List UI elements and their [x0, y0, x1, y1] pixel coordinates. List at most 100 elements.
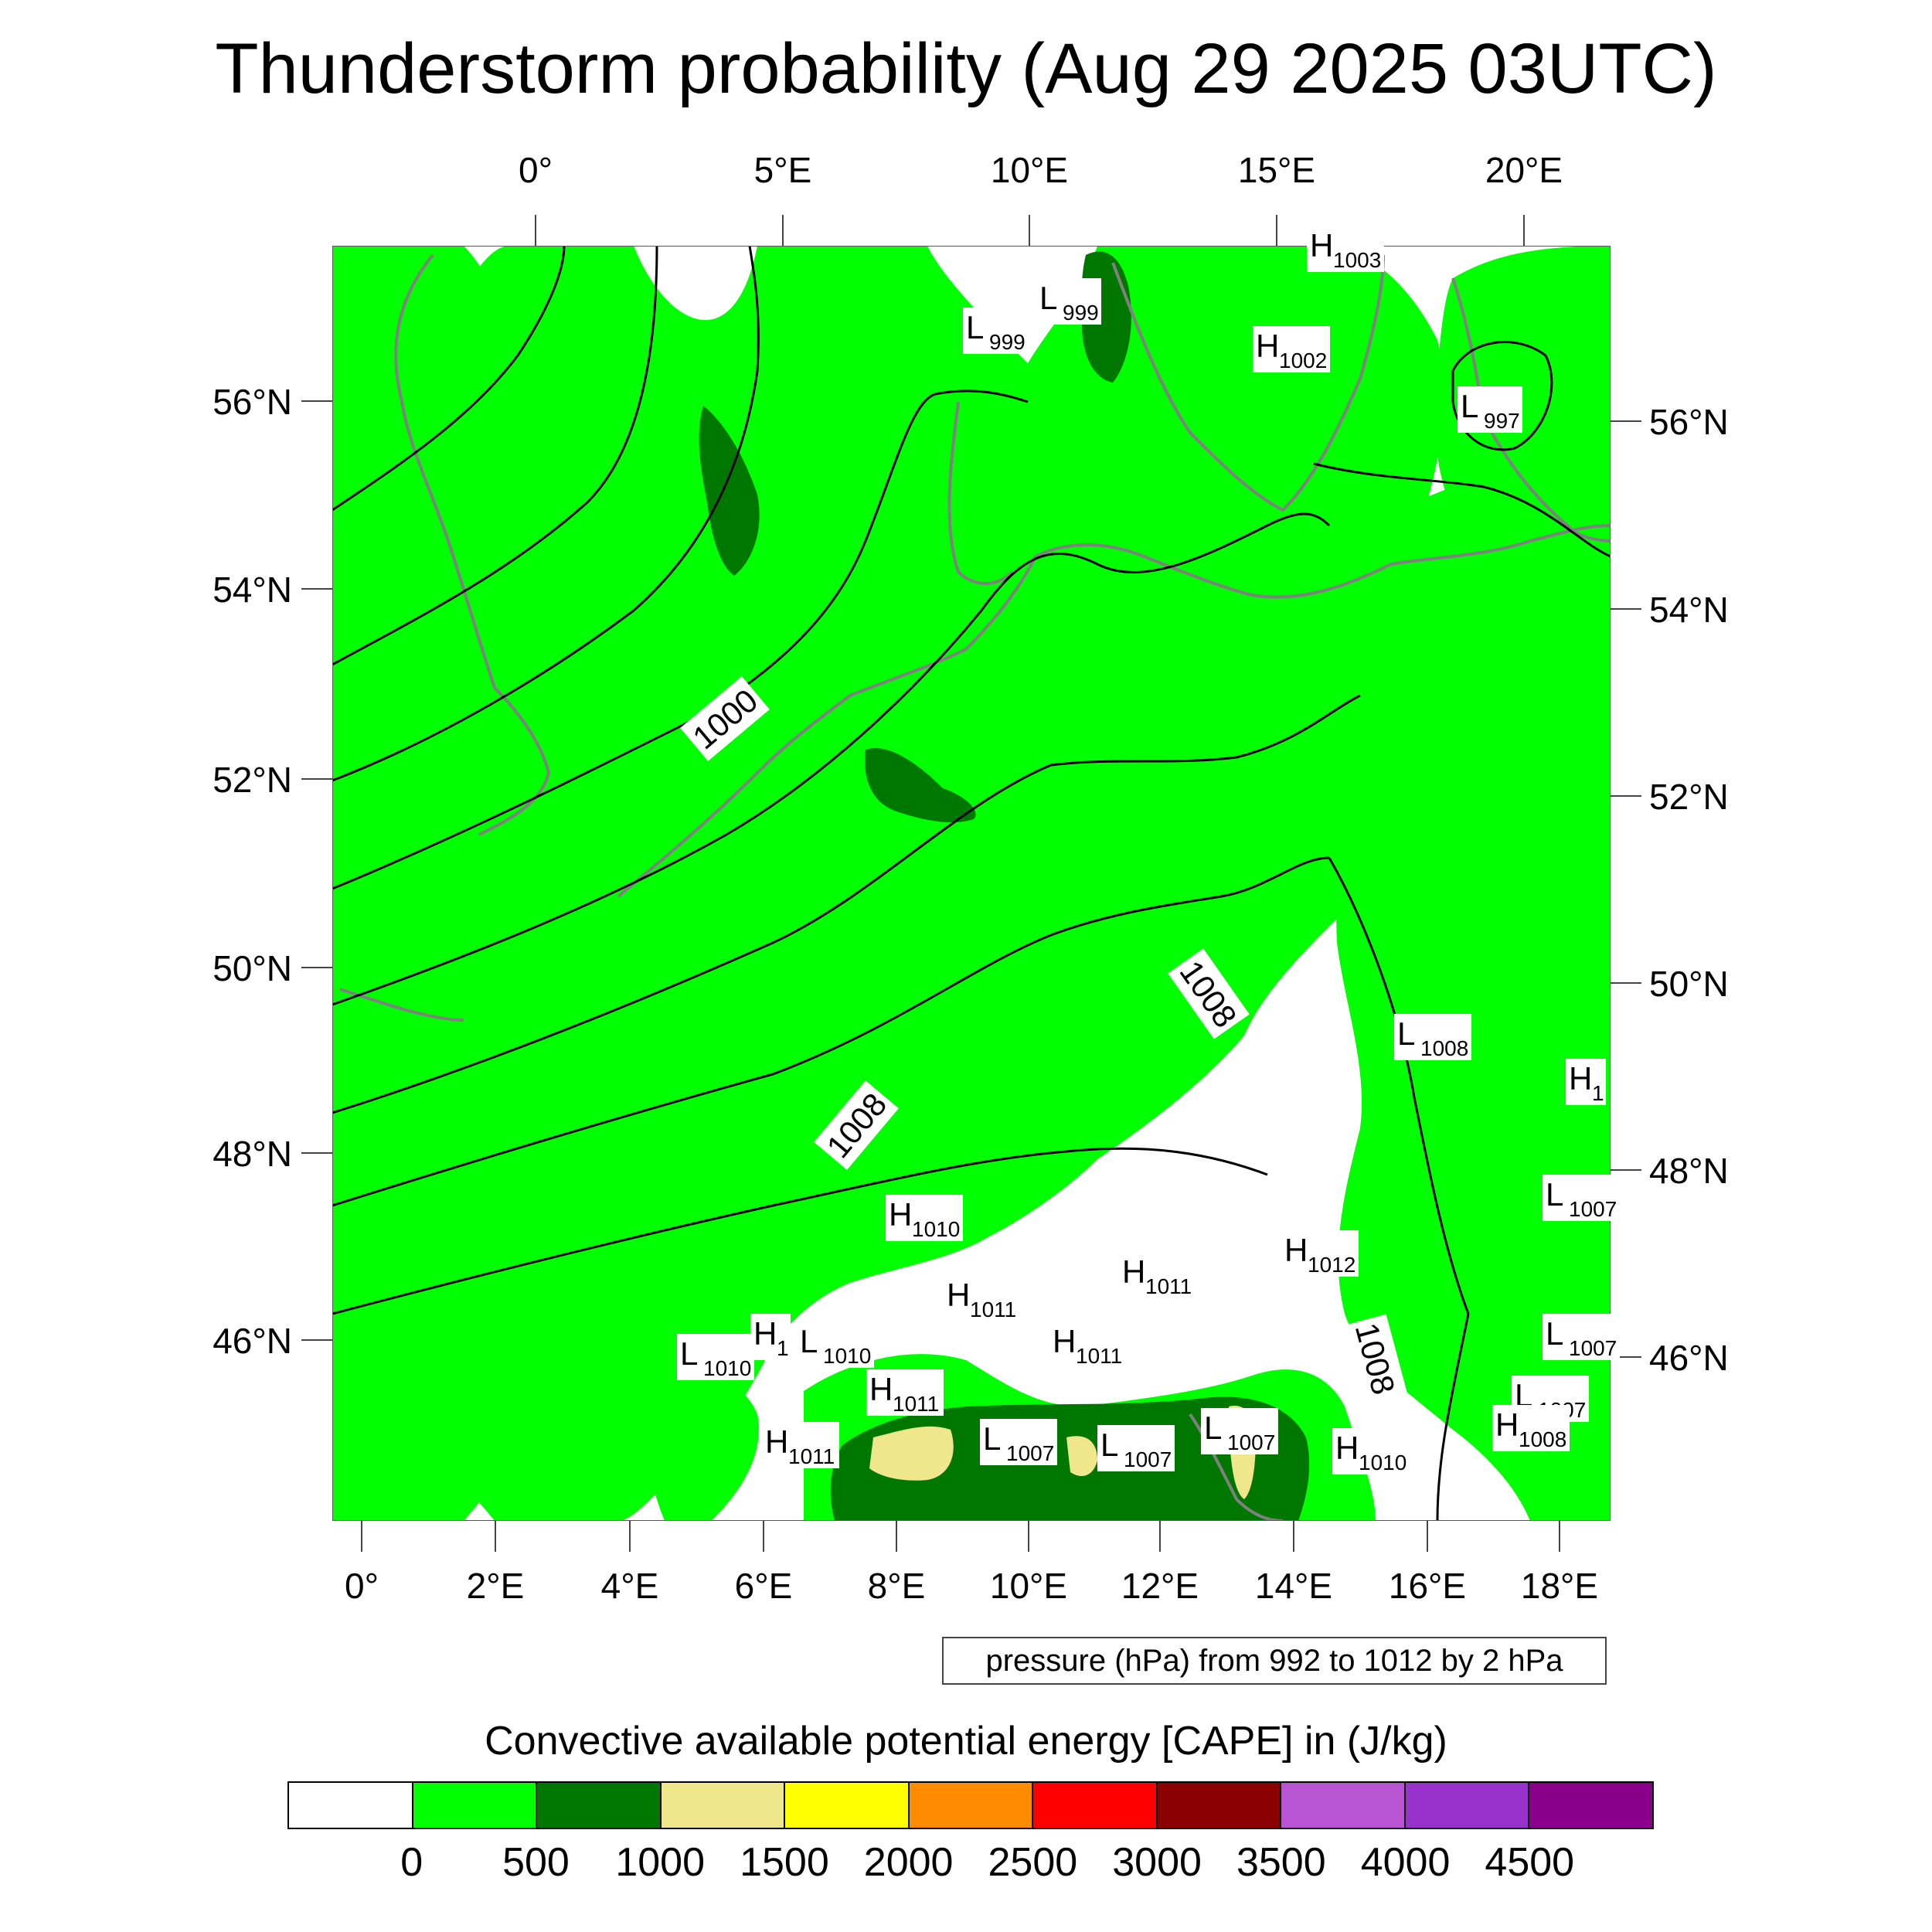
pressure-system-type: L: [1546, 1176, 1563, 1213]
top-lon-label: 20°E: [1485, 150, 1563, 190]
pressure-system-type: H: [889, 1196, 912, 1233]
map-title: Thunderstorm probability (Aug 29 2025 03…: [215, 29, 1717, 108]
pressure-system-value: 1010: [703, 1356, 751, 1380]
colorbar-label: 2000: [863, 1840, 954, 1885]
bottom-lon-label: 18°E: [1521, 1566, 1598, 1606]
colorbar-swatch: [1405, 1783, 1530, 1828]
cape-region-northeast: [1434, 246, 1611, 546]
coastline-britain: [394, 253, 551, 836]
left-lat-label: 48°N: [213, 1134, 292, 1174]
pressure-note: pressure (hPa) from 992 to 1012 by 2 hPa: [942, 1637, 1607, 1685]
cape-region-southwest-2: [646, 1378, 759, 1521]
right-lat-label: 48°N: [1649, 1151, 1729, 1191]
isobar-1000: [332, 246, 760, 782]
top-lon-label: 5°E: [754, 150, 812, 190]
pressure-system-type: L: [966, 309, 984, 345]
pressure-system-label: L 999: [1036, 278, 1101, 325]
pressure-system-label: H 1010: [886, 1195, 963, 1241]
right-lat-label: 54°N: [1649, 590, 1729, 630]
pressure-system-type: H: [1310, 227, 1333, 264]
isobar-1004: [332, 512, 1331, 1006]
colorbar-label: 500: [502, 1840, 570, 1885]
colorbar-label: 4000: [1360, 1840, 1451, 1885]
colorbar-label: 0: [400, 1840, 423, 1885]
colorbar-swatch: [1281, 1783, 1406, 1828]
colorbar-swatch: [909, 1783, 1034, 1828]
pressure-system-value: 1: [777, 1336, 789, 1360]
border-channel: [339, 988, 464, 1022]
pressure-system-value: 1007: [1124, 1447, 1172, 1471]
colorbar-label: 4500: [1485, 1840, 1575, 1885]
colorbar-title: Convective available potential energy [C…: [485, 1719, 1447, 1764]
pressure-system-label: H 1011: [944, 1275, 1021, 1321]
left-lat-label: 56°N: [213, 382, 292, 422]
pressure-system-type: L: [1461, 388, 1478, 424]
colorbar-swatch: [1157, 1783, 1282, 1828]
coastline-baltic-east: [1451, 277, 1611, 543]
pressure-system-label: H 1010: [1332, 1428, 1410, 1475]
colorbar-swatch: [1529, 1783, 1653, 1828]
right-lat-label: 50°N: [1649, 964, 1729, 1004]
right-lat-label: 52°N: [1649, 777, 1729, 817]
bottom-lon-labels: 0° 2°E 4°E 6°E 8°E 10°E 12°E 14°E 16°E 1…: [345, 1566, 1598, 1606]
pressure-system-type: H: [869, 1371, 893, 1407]
bottom-lon-label: 6°E: [735, 1566, 793, 1606]
right-lat-labels: 56°N 54°N 52°N 50°N 48°N 46°N: [1649, 402, 1729, 1378]
colorbar-swatch: [661, 1783, 786, 1828]
cape-high-alps-central: [1066, 1436, 1097, 1476]
coastlines-borders: [339, 253, 1611, 1521]
pressure-system-type: L: [1204, 1410, 1222, 1446]
pressure-system-label: H 1011: [1049, 1321, 1127, 1368]
pressure-system-value: 1002: [1279, 349, 1327, 372]
pressure-system-type: H: [765, 1423, 788, 1460]
bottom-lon-label: 12°E: [1121, 1566, 1199, 1606]
pressure-system-type: L: [800, 1323, 818, 1359]
colorbar-label: 2500: [988, 1840, 1078, 1885]
pressure-system-label: L 1010: [797, 1321, 874, 1368]
isobar-1010: [332, 1147, 1268, 1315]
right-lat-label: 46°N: [1649, 1338, 1729, 1378]
colorbar-swatch: [413, 1783, 538, 1828]
pressure-system-label: L 997: [1458, 386, 1522, 433]
cape-region-east: [1329, 402, 1611, 1521]
colorbar-swatch: [289, 1783, 413, 1828]
isobar-1008-east: [1328, 857, 1470, 1315]
left-lat-label: 46°N: [213, 1321, 292, 1361]
right-lat-label: 56°N: [1649, 402, 1729, 442]
coastline-denmark: [947, 401, 1014, 585]
isobar-1004-east: [1313, 462, 1611, 558]
colorbar-label: 1500: [740, 1840, 829, 1885]
left-lat-label: 54°N: [213, 570, 292, 610]
bottom-lon-label: 0°: [345, 1566, 379, 1606]
cape-mid-central: [865, 748, 976, 823]
bottom-lon-label: 14°E: [1255, 1566, 1332, 1606]
isobar-997-ring: [1451, 341, 1553, 451]
colorbar-labels: 0 500 1000 1500 2000 2500 3000 3500 4000 4500: [0, 1838, 1932, 1892]
pressure-system-value: 1011: [1076, 1344, 1122, 1368]
pressure-system-type: H: [1335, 1430, 1359, 1466]
bottom-lon-label: 10°E: [990, 1566, 1067, 1606]
bottom-lon-label: 16°E: [1389, 1566, 1466, 1606]
cape-region-northwest: [332, 246, 501, 696]
isobar-1008-ring-south: [1436, 1313, 1470, 1521]
coastline-continent-north: [617, 524, 1611, 898]
pressure-system-label: L 1008: [1394, 1014, 1471, 1060]
pressure-system-label: H 1011: [1119, 1252, 1196, 1298]
pressure-system-type: L: [1546, 1315, 1563, 1352]
pressure-system-value: 999: [1063, 301, 1099, 325]
pressure-system-label: H 1003: [1307, 226, 1384, 272]
coastline-scandinavia: [1111, 254, 1385, 512]
cape-region-west-coast: [332, 704, 499, 951]
pressure-system-value: 1011: [1145, 1274, 1192, 1298]
pressure-system-type: H: [1569, 1060, 1592, 1097]
pressure-system-type: H: [753, 1315, 777, 1352]
